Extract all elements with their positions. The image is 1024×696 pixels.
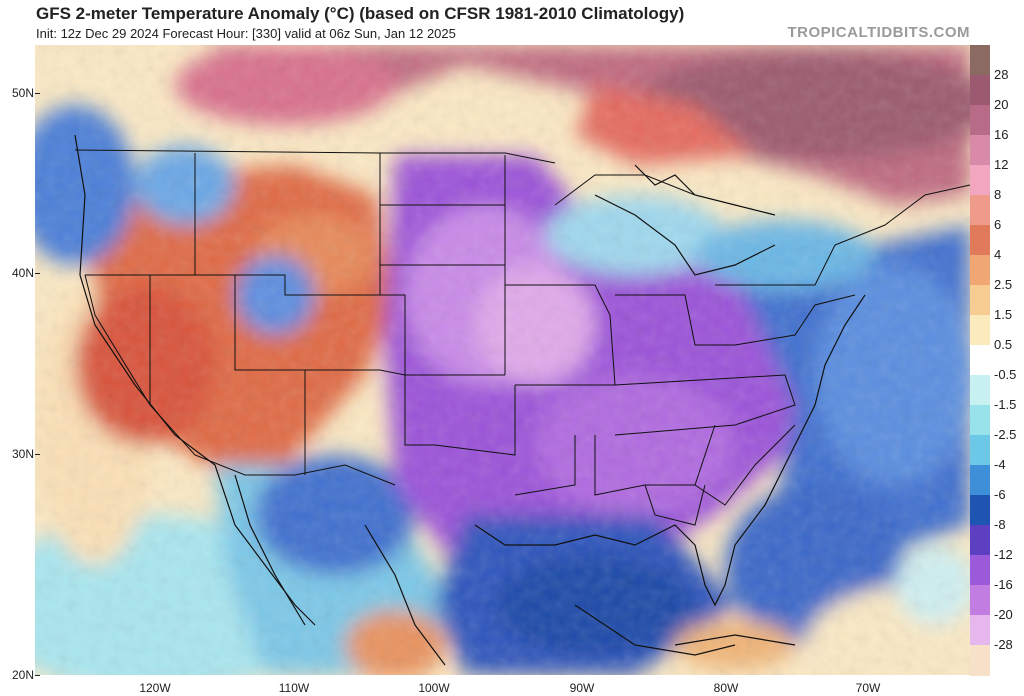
colorbar-tick-label: 0.5: [994, 337, 1013, 352]
colorbar-swatch: [970, 285, 990, 316]
colorbar-swatch: [970, 465, 990, 496]
colorbar-swatch: [970, 225, 990, 256]
colorbar-tick-label: -12: [994, 547, 1013, 562]
colorbar-swatch: [970, 555, 990, 586]
coastlines: [74, 134, 866, 666]
lat-label: 20N: [0, 668, 40, 682]
anomaly-map: [35, 45, 970, 675]
colorbar-swatch: [970, 105, 990, 136]
map-title: GFS 2-meter Temperature Anomaly (°C) (ba…: [36, 4, 685, 23]
colorbar-swatch: [970, 585, 990, 616]
lat-label: 40N: [0, 266, 40, 280]
lat-label: 50N: [0, 86, 40, 100]
colorbar-swatch: [970, 75, 990, 106]
colorbar-tick-label: -4: [994, 457, 1006, 472]
colorbar-swatch: [970, 495, 990, 526]
colorbar-tick-label: -2.5: [994, 427, 1017, 442]
colorbar-swatch: [970, 615, 990, 646]
colorbar-tick-label: -28: [994, 637, 1013, 652]
colorbar-tick-label: 2.5: [994, 277, 1013, 292]
colorbar-swatch: [970, 375, 990, 406]
colorbar-tick-label: -0.5: [994, 367, 1017, 382]
colorbar-tick-label: -16: [994, 577, 1013, 592]
colorbar-swatch: [970, 405, 990, 436]
lon-label: 120W: [139, 681, 171, 695]
colorbar-tick-label: 8: [994, 187, 1002, 202]
colorbar-swatch: [970, 345, 990, 376]
colorbar-tick-label: -6: [994, 487, 1006, 502]
colorbar-tick-label: 6: [994, 217, 1002, 232]
colorbar-tick-label: 28: [994, 67, 1009, 82]
lon-label: 110W: [278, 681, 310, 695]
colorbar: [970, 45, 990, 676]
colorbar-tick-label: -20: [994, 607, 1013, 622]
state-boundaries: [74, 149, 970, 526]
colorbar-tick-label: -8: [994, 517, 1006, 532]
map-canvas: [35, 45, 970, 675]
lon-label: 90W: [569, 681, 595, 695]
colorbar-tick-label: -1.5: [994, 397, 1017, 412]
lon-label: 70W: [855, 681, 881, 695]
colorbar-swatch: [970, 45, 990, 76]
colorbar-swatch: [970, 645, 990, 676]
colorbar-swatch: [970, 195, 990, 226]
colorbar-swatch: [970, 165, 990, 196]
colorbar-swatch: [970, 525, 990, 556]
colorbar-tick-label: 20: [994, 97, 1009, 112]
colorbar-tick-label: 4: [994, 247, 1002, 262]
colorbar-swatch: [970, 435, 990, 466]
colorbar-tick-label: 16: [994, 127, 1009, 142]
forecast-info: Init: 12z Dec 29 2024 Forecast Hour: [33…: [36, 26, 456, 41]
colorbar-tick-label: 1.5: [994, 307, 1013, 322]
colorbar-swatch: [970, 135, 990, 166]
lon-label: 80W: [713, 681, 739, 695]
lon-label: 100W: [418, 681, 450, 695]
brand-watermark: TROPICALTIDBITS.COM: [787, 24, 970, 41]
colorbar-swatch: [970, 255, 990, 286]
texture-overlay: [35, 45, 970, 675]
colorbar-swatch: [970, 315, 990, 346]
lat-label: 30N: [0, 447, 40, 461]
colorbar-tick-label: 12: [994, 157, 1009, 172]
